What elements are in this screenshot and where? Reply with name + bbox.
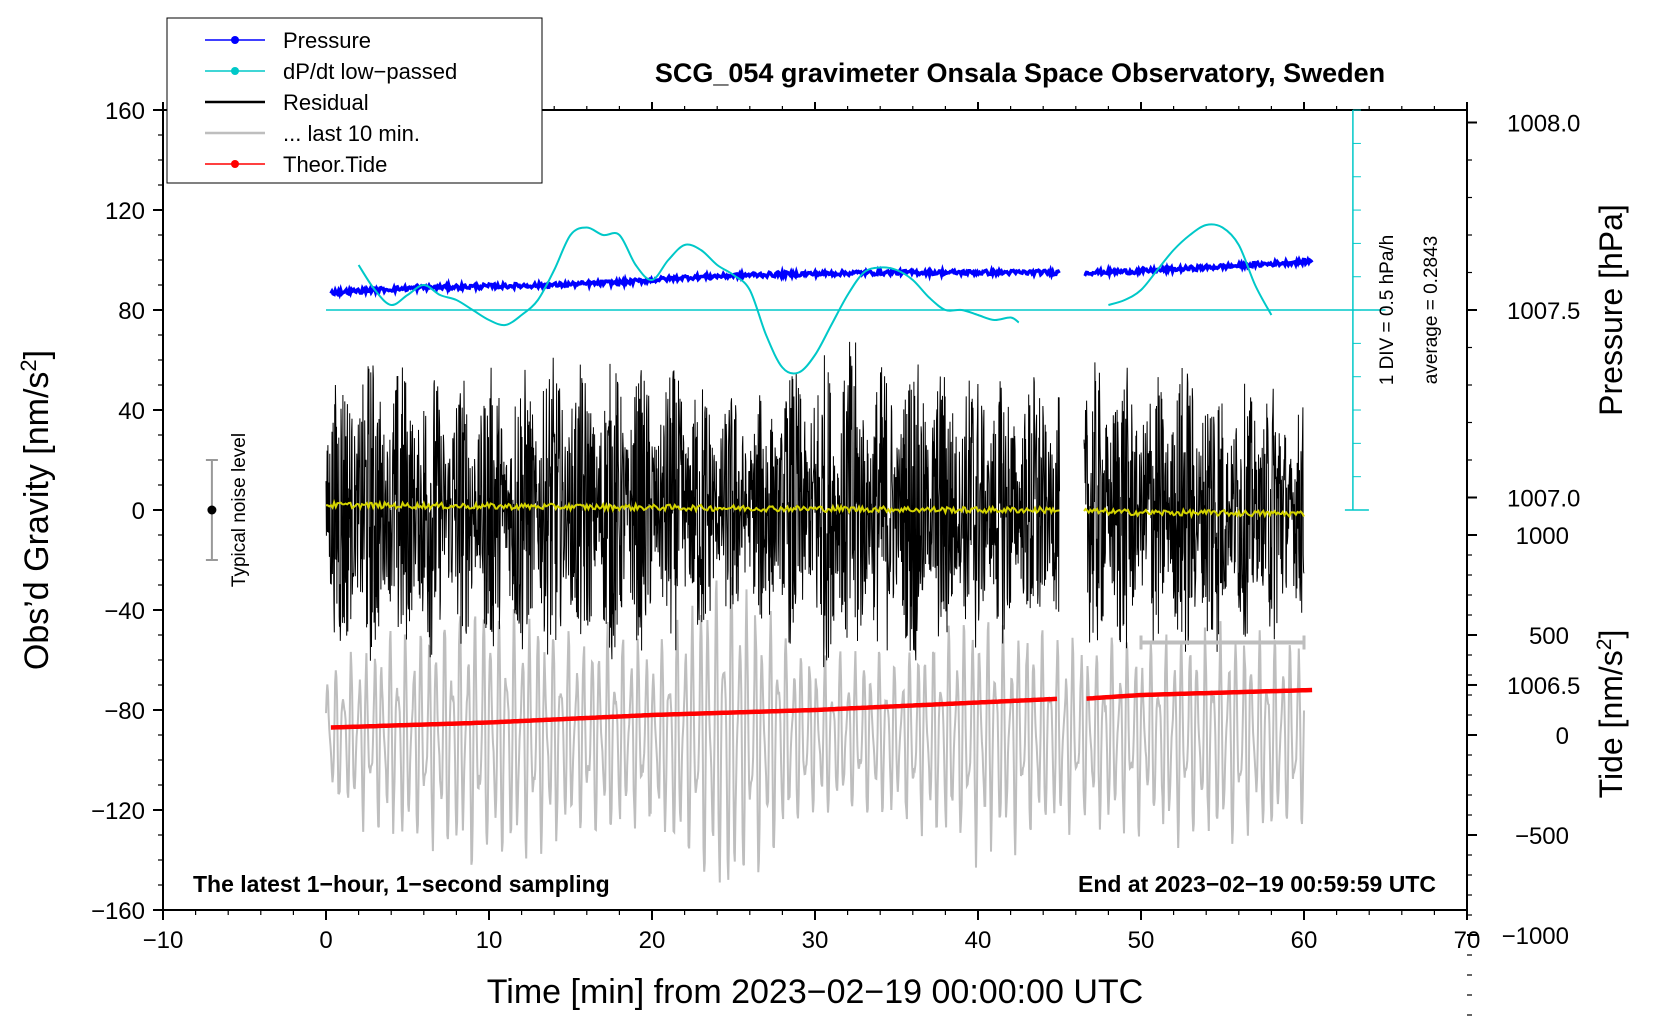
chart-title: SCG_054 gravimeter Onsala Space Observat… — [655, 58, 1385, 88]
axes-layer: −10 0 10 20 30 40 50 60 70 −160 −120 −80 −40 0 40 80 120… — [91, 98, 1580, 1016]
dpdt-average-label: average = 0.2843 — [1421, 236, 1442, 384]
pressure-tick-label: 1007.0 — [1507, 485, 1580, 512]
legend-label: Residual — [283, 90, 369, 115]
legend-label: Pressure — [283, 28, 371, 53]
series-pressure-line — [329, 255, 1314, 300]
y-axis-label-gravity-close: ] — [18, 350, 56, 359]
x-tick-label: −10 — [143, 927, 184, 954]
legend-marker — [231, 36, 239, 44]
y-tick-label: −120 — [91, 798, 145, 825]
y-axis-label-gravity-text: Obs’d Gravity [nm/s — [18, 372, 56, 671]
y-axis-label-gravity: Obs’d Gravity [nm/s2] — [16, 350, 57, 670]
tide-tick-label: 0 — [1556, 723, 1569, 750]
x-tick-label: 30 — [802, 927, 829, 954]
y-tick-label: 0 — [132, 498, 145, 525]
pressure-tick-label: 1006.5 — [1507, 673, 1580, 700]
y-axis-label-pressure: Pressure [hPa] — [1593, 204, 1629, 416]
series-residual-line — [325, 341, 1305, 668]
y-tick-label: 160 — [105, 98, 145, 125]
series-tide-line — [330, 687, 1313, 730]
noise-label: Typical noise level — [229, 433, 250, 587]
pressure-tick-label: 1007.5 — [1507, 298, 1580, 325]
pressure-tick-label: 1008.0 — [1507, 111, 1580, 138]
data-layer — [325, 223, 1386, 883]
x-tick-label: 20 — [639, 927, 666, 954]
y-tick-label: 80 — [118, 298, 145, 325]
annotation-end-time: End at 2023−02−19 00:59:59 UTC — [1078, 871, 1436, 897]
legend-marker — [231, 160, 239, 168]
y-axis-label-tide-close: ] — [1593, 630, 1629, 639]
x-tick-label: 0 — [319, 927, 332, 954]
series-dpdt-line-2 — [1108, 223, 1273, 316]
legend-label: dP/dt low−passed — [283, 59, 457, 84]
x-tick-label: 70 — [1454, 927, 1481, 954]
dpdt-div-label: 1 DIV = 0.5 hPa/h — [1377, 235, 1398, 386]
tide-tick-label: −500 — [1515, 823, 1569, 850]
legend-label: ... last 10 min. — [283, 121, 420, 146]
noise-bar-center-dot — [207, 505, 217, 515]
x-axis-label: Time [min] from 2023−02−19 00:00:00 UTC — [487, 973, 1143, 1011]
legend: Pressure dP/dt low−passed Residual ... last… — [166, 17, 543, 184]
annotation-sampling: The latest 1−hour, 1−second sampling — [193, 871, 610, 897]
legend-marker — [231, 67, 239, 75]
series-dpdt-line — [357, 226, 1020, 375]
y-axis-label-tide-sup: 2 — [1593, 639, 1616, 651]
x-tick-label: 60 — [1291, 927, 1318, 954]
tide-tick-label: −1000 — [1502, 923, 1569, 950]
legend-box — [166, 17, 543, 184]
y-tick-label: −80 — [104, 698, 145, 725]
series-residual-lowpass-line — [326, 498, 1305, 520]
y-axis-label-tide: Tide [nm/s2] — [1593, 630, 1630, 799]
x-tick-label: 40 — [965, 927, 992, 954]
legend-label: Theor.Tide — [283, 152, 387, 177]
x-tick-label: 10 — [476, 927, 503, 954]
y-tick-label: 40 — [118, 398, 145, 425]
y-axis-label-tide-text: Tide [nm/s — [1593, 650, 1629, 798]
y-tick-label: −40 — [104, 598, 145, 625]
legend-entries: Pressure dP/dt low−passed Residual ... last… — [205, 28, 457, 177]
tide-tick-label: 1000 — [1516, 523, 1569, 550]
y-axis-label-gravity-sup: 2 — [16, 359, 41, 371]
y-tick-label: −160 — [91, 898, 145, 925]
y-tick-label: 120 — [105, 198, 145, 225]
x-tick-label: 50 — [1128, 927, 1155, 954]
tide-tick-label: 500 — [1529, 623, 1569, 650]
